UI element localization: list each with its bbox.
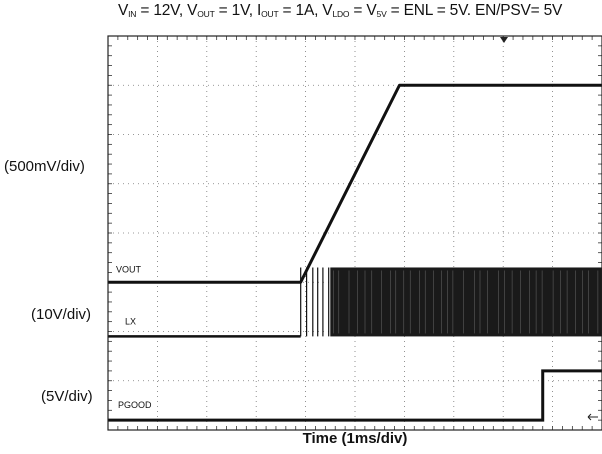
trace-labels: VOUT LX PGOOD bbox=[116, 264, 152, 410]
plot-area bbox=[108, 36, 602, 430]
vout-scale-label: (500mV/div) bbox=[4, 158, 85, 175]
x-axis-label: Time (1ms/div) bbox=[302, 430, 408, 447]
pgood-scale-label: (5V/div) bbox=[41, 388, 93, 405]
test-conditions: VIN = 12V, VOUT = 1V, IOUT = 1A, VLDO = … bbox=[118, 2, 563, 19]
trigger-marker bbox=[500, 37, 508, 43]
trace-lx-switching-gaps bbox=[333, 270, 599, 334]
trace-lx-switching-sparse bbox=[300, 267, 330, 337]
trace-lx-switching-dense bbox=[330, 267, 602, 337]
left-arrow-icon bbox=[587, 413, 598, 421]
trace-label-vout: VOUT bbox=[116, 264, 142, 274]
trace-pgood bbox=[108, 369, 602, 422]
traces bbox=[108, 83, 602, 422]
trace-label-pgood: PGOOD bbox=[118, 400, 152, 410]
trace-vout bbox=[108, 83, 602, 284]
lx-scale-label: (10V/div) bbox=[31, 306, 92, 323]
plot-border bbox=[107, 35, 602, 431]
trace-label-lx: LX bbox=[125, 316, 136, 326]
